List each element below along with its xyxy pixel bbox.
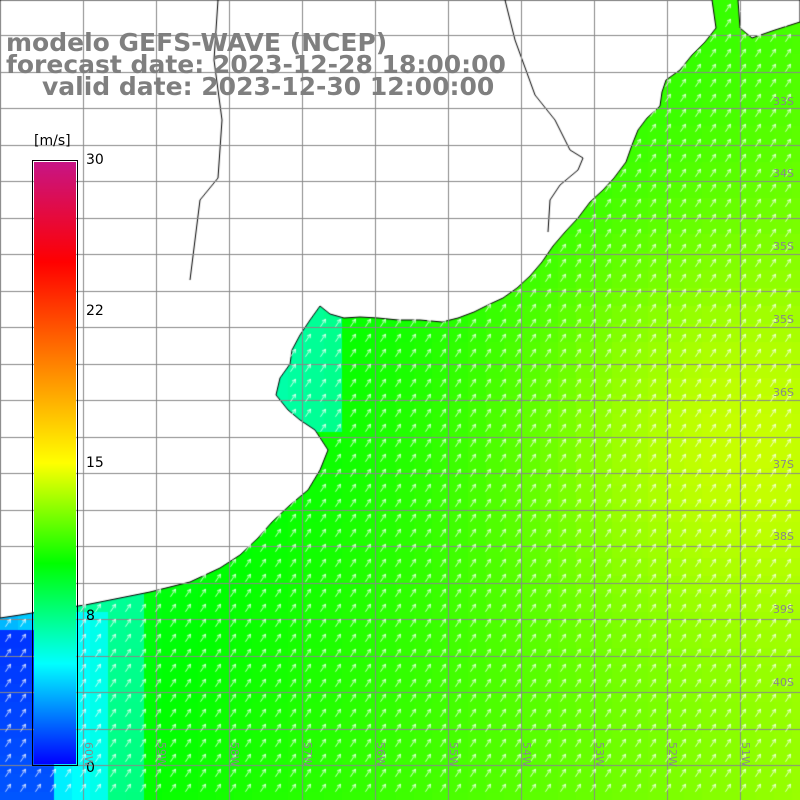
title-forecast-date: forecast date: 2023-12-28 18:00:00 [6,50,506,79]
lon-label-52w: 52W [666,742,679,767]
lat-label-37s: 37S [773,458,794,471]
lat-label-38s: 38S [773,530,794,543]
lat-label-40s: 40S [773,676,794,689]
colorbar-tick-0: 0 [86,760,95,776]
colorbar [32,160,78,766]
lat-label-35s-b: 35S [773,313,794,326]
lon-label-60w: 60W [82,742,95,767]
lat-label-35s: 35S [773,240,794,253]
lon-label-54w: 54W [520,742,533,767]
colorbar-tick-8: 8 [86,608,95,624]
lon-label-55w: 55W [447,742,460,767]
colorbar-tick-15: 15 [86,455,104,471]
colorbar-tick-30: 30 [86,152,104,168]
lat-label-39s: 39S [773,603,794,616]
lon-label-57w: 57W [301,742,314,767]
lat-label-36s: 36S [773,386,794,399]
lat-label-34s: 34S [773,167,794,180]
title-model: modelo GEFS-WAVE (NCEP) [6,28,388,57]
lon-label-53w: 53W [593,742,606,767]
colorbar-tick-22: 22 [86,303,104,319]
lon-label-56w: 56W [374,742,387,767]
title-valid-date: valid date: 2023-12-30 12:00:00 [42,72,495,101]
colorbar-unit-label: [m/s] [34,133,71,149]
lon-label-58w: 58W [228,742,241,767]
colorbar-gradient [34,162,76,764]
lat-label-33s: 33S [773,95,794,108]
lon-label-59w: 59W [155,742,168,767]
lon-label-51w: 51W [739,742,752,767]
